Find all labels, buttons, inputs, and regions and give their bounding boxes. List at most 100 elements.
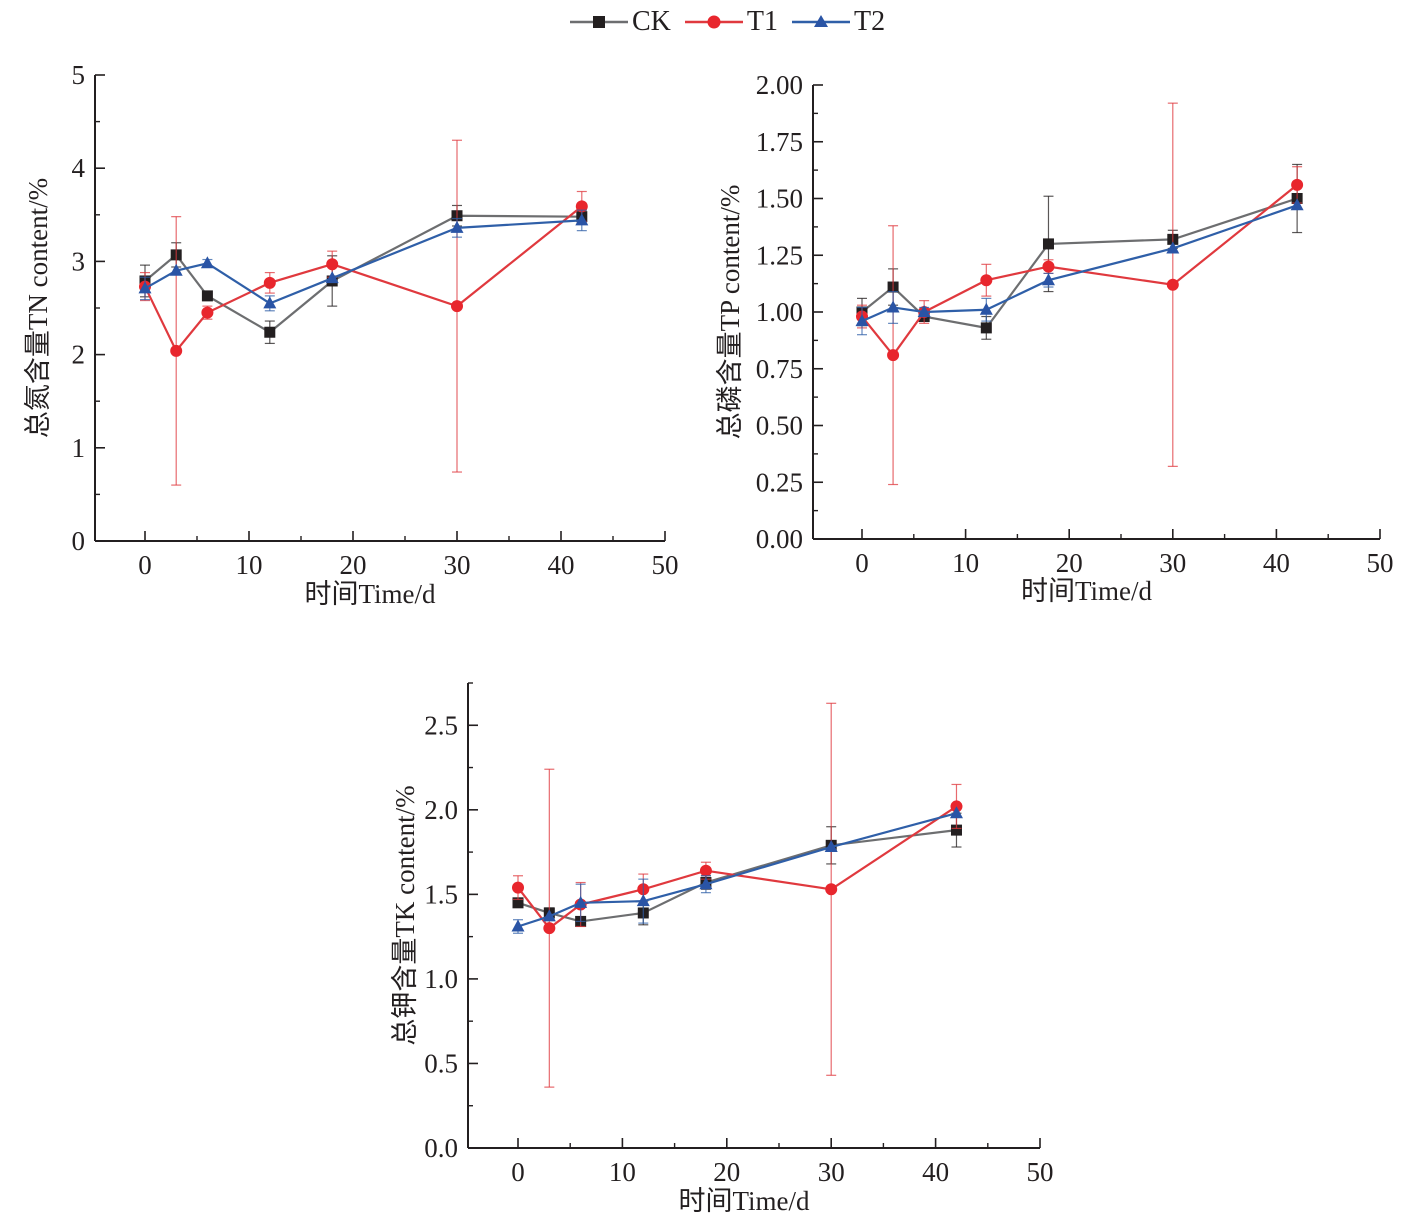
series-line [144,205,583,353]
x-tick-label: 0 [855,548,869,578]
data-point-circle [512,881,524,894]
x-tick-label: 50 [652,550,679,580]
data-point-triangle [979,302,993,315]
x-tick-label: 20 [1056,548,1083,578]
y-tick-label: 1 [72,433,86,463]
chart-tk: 总钾含量TK content/% 时间Time/d 0 10 20 30 40 50 0.0… [390,682,1054,1216]
legend-item-ck: CK [570,8,671,36]
data-point-square [980,322,992,334]
x-tick-label: 30 [444,550,471,580]
data-point-circle [326,258,339,271]
chart-tn: 总氮含量TN content/% 时间Time/d 0 10 20 30 40 50 0 1 2… [23,60,679,609]
chart-tp: 总磷含量TP content/% 时间Time/d 0 10 20 30 40 50 0.0… [715,70,1394,606]
y-tick-label: 5 [72,60,86,90]
x-tick-label: 50 [1027,1157,1054,1187]
data-point-circle [1166,278,1179,291]
y-tick-label: 0.5 [424,1048,458,1078]
triangle-marker-icon [814,15,829,27]
x-tick-label: 30 [1159,548,1186,578]
y-tick-label: 1.5 [424,879,458,909]
data-point-triangle [542,909,556,922]
x-tick-label: 50 [1367,548,1394,578]
x-tick-label: 0 [138,550,152,580]
data-point-triangle [886,300,900,313]
y-tick-label: 2.5 [424,710,458,740]
x-tick-label: 20 [713,1157,740,1187]
data-point-triangle [138,281,152,294]
y-tick-label: 0 [72,526,86,556]
x-tick-label: 10 [952,548,979,578]
y-tick-label: 0.00 [756,524,803,554]
y-tick-label: 2.00 [756,70,803,100]
legend-item-t1: T1 [684,6,779,37]
x-tick-label: 40 [1263,548,1290,578]
data-point-triangle [169,263,183,276]
y-tick-label: 1.00 [756,297,803,327]
series-t1 [512,702,963,1088]
data-point-triangle [917,305,931,317]
data-point-circle [699,864,712,877]
legend-swatch-t2 [792,15,851,27]
x-tick-label: 0 [511,1157,525,1187]
x-tick-label: 30 [818,1157,845,1187]
y-tick-label: 0.25 [756,467,803,497]
x-tick-label: 20 [340,550,367,580]
x-axis-label-tn: 时间Time/d [304,579,436,609]
x-tick-label: 10 [609,1157,636,1187]
data-point-circle [201,306,214,319]
data-point-triangle [450,220,464,233]
data-point-circle [887,349,900,362]
y-tick-label: 0.50 [756,411,803,441]
legend-swatch-t1 [684,15,743,29]
series-t1 [139,139,588,486]
y-axis-label-tk: 总钾含量TK content/% [390,785,420,1045]
data-point-triangle [1166,241,1180,254]
x-axis-label-tk: 时间Time/d [678,1186,810,1216]
data-point-triangle [325,271,339,284]
data-point-triangle [1290,198,1304,211]
data-point-triangle [1041,273,1055,286]
y-tick-label: 3 [72,246,86,276]
data-point-circle [980,274,993,287]
data-point-triangle [855,314,869,327]
x-axis-label-tp: 时间Time/d [1021,576,1153,606]
x-tick-label: 10 [236,550,263,580]
legend-label-ck: CK [632,6,671,37]
x-tick-label: 40 [922,1157,949,1187]
series-t2 [511,806,963,934]
legend-label-t2: T2 [854,6,886,37]
y-tick-label: 1.75 [756,127,803,157]
y-axis-label-tp: 总磷含量TP content/% [715,185,745,440]
y-tick-label: 1.50 [756,184,803,214]
data-point-triangle [511,919,525,932]
series-t2 [855,198,1304,336]
series-t1 [856,102,1304,486]
data-point-triangle [263,296,277,309]
y-tick-label: 1.0 [424,964,458,994]
data-point-circle [543,922,556,935]
data-point-triangle [574,895,588,908]
legend-label-t1: T1 [746,6,779,37]
data-point-square [1042,238,1054,250]
legend-item-t2: T2 [792,8,885,36]
data-point-circle [170,344,183,357]
y-tick-label: 0.0 [424,1133,458,1163]
x-tick-label: 40 [548,550,575,580]
data-point-triangle [949,806,963,819]
legend-swatch-ck [570,16,628,28]
y-axis-label-tn: 总氮含量TN content/% [23,178,53,438]
y-tick-label: 2 [72,340,86,370]
legend: CK T1 T2 [570,2,893,42]
data-point-square [201,290,213,302]
data-point-square [950,824,962,836]
circle-marker-icon [707,15,721,29]
series-line [861,184,1298,357]
data-point-triangle [824,840,838,853]
data-point-square [264,326,276,338]
data-point-triangle [636,894,650,907]
data-point-circle [1291,178,1304,191]
y-tick-label: 0.75 [756,354,803,384]
data-point-circle [1042,260,1055,273]
square-marker-icon [593,16,605,28]
